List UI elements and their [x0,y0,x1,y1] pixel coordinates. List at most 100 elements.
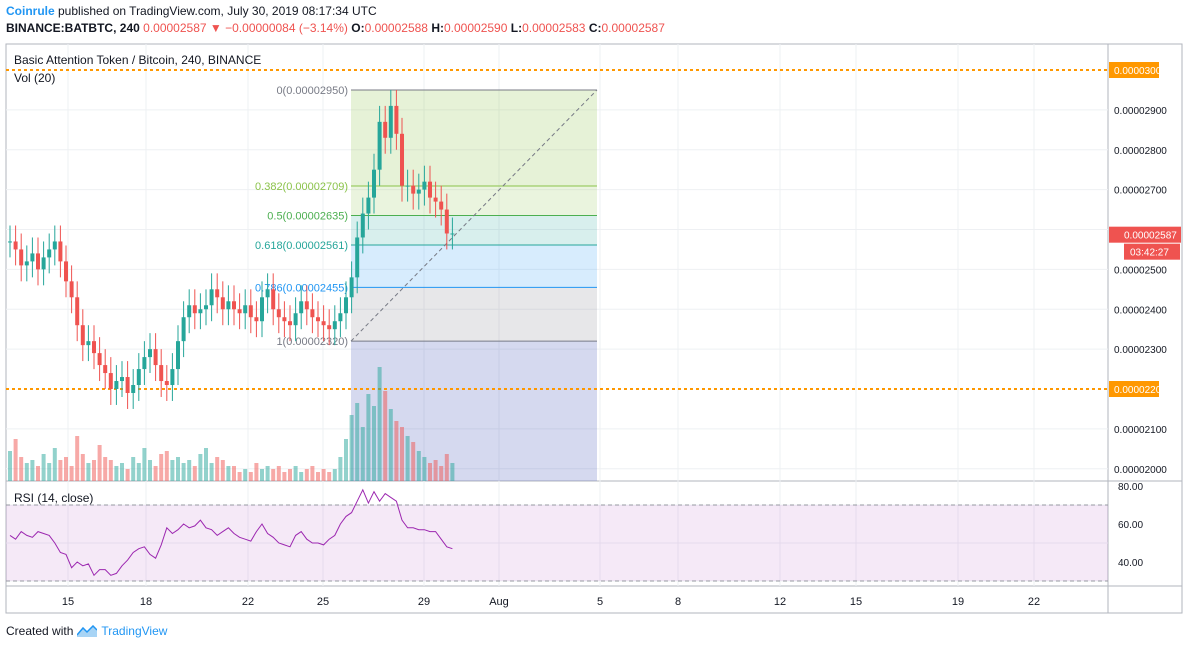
volume-bar [248,472,253,481]
volume-bar [220,460,225,481]
volume-bar [192,466,197,481]
candle-body [24,261,29,266]
author-link[interactable]: Coinrule [6,4,55,18]
rsi-tick-label: 80.00 [1118,482,1143,493]
candle-body [80,325,85,346]
candle-body [232,301,236,310]
fib-trend-line [350,89,598,342]
volume-bar [237,472,242,481]
volume-label: Vol (20) [14,71,55,85]
volume-bar [24,463,29,481]
volume-bar [92,460,96,481]
volume-bar [120,463,124,481]
volume-bar [394,421,399,481]
rsi-tick-label: 40.00 [1118,558,1143,569]
volume-bar [153,466,158,481]
candle-body [416,189,421,194]
candle-body [131,385,136,393]
footer: Created with TradingView [6,624,167,638]
candle-body [92,341,96,354]
time-tick-label: 12 [774,596,786,608]
current-price: 0.00002587 [143,21,207,35]
volume-bar [288,469,292,481]
candle-body [125,377,130,393]
time-tick-label: 19 [952,596,964,608]
candle-body [176,341,180,370]
volume-bar [226,466,231,481]
candle-body [86,341,91,346]
candle-body [148,349,152,358]
volume-bar [204,448,208,481]
candle-body [355,237,360,278]
candle-body [439,201,444,210]
fibonacci-retracement[interactable]: 0(0.00002950) 0.382(0.00002709) 0.5(0.0000… [255,85,598,481]
volume-bar [148,460,152,481]
time-tick-label: 29 [418,596,430,608]
time-tick-label: Aug [489,596,509,608]
time-tick-label: 22 [242,596,254,608]
candle-body [360,213,365,238]
fib-band [351,287,597,342]
price-tick-label: 0.00002400 [1114,305,1167,316]
volume-bar [86,463,91,481]
candle-body [136,369,141,386]
candle-body [108,373,113,389]
volume-bar [260,469,264,481]
time-tick-label: 22 [1028,596,1040,608]
candle-body [366,197,371,214]
chart-title: Basic Attention Token / Bitcoin, 240, BI… [14,53,261,67]
candle-body [142,357,147,370]
candle-body [394,105,399,134]
candle-body [344,297,348,314]
volume-bar [19,457,24,481]
candle-body [187,305,192,318]
candle-body [204,305,208,310]
candle-body [58,241,63,262]
price-tick-label: 0.00002700 [1114,186,1167,197]
volume-bars [8,367,455,481]
horizontal-lines[interactable]: 0.00003000 0.00002200 [6,62,1167,397]
candle-body [276,309,281,318]
volume-bar [125,469,130,481]
volume-bar [114,466,119,481]
volume-bar [271,469,276,481]
volume-bar [254,463,259,481]
volume-bar [41,454,46,481]
volume-bar [344,439,348,481]
horizontal-line-price-tag [1109,62,1159,78]
volume-bar [439,466,444,481]
price-tick-label: 0.00002800 [1114,146,1167,157]
candle-body [69,281,74,298]
price-chart[interactable]: 0(0.00002950) 0.382(0.00002709) 0.5(0.0000… [0,0,1188,615]
fib-level-label: 0.5(0.00002635) [267,211,348,223]
candle-body [265,289,270,298]
rsi-label: RSI (14, close) [14,491,93,505]
chart-frame [5,43,1183,614]
candle-body [433,197,438,202]
price-axis[interactable]: 0.00002900 0.00002800 0.00002700 0.00002500… [1109,106,1181,569]
countdown-tag [1124,243,1180,260]
volume-bar [327,472,332,481]
tradingview-logo-icon [77,625,98,637]
candle-body [411,185,416,194]
volume-bar [349,415,354,481]
time-axis[interactable]: 15 18 22 25 29 Aug 5 8 12 15 19 22 [62,596,1040,608]
candle-body [248,305,253,318]
price-tick-label: 0.00002100 [1114,425,1167,436]
candle-body [30,253,35,262]
candle-body [192,305,197,314]
horizontal-line-price-label: 0.00003000 [1114,66,1167,77]
candle-body [349,277,354,298]
volume-bar [170,460,175,481]
volume-bar [136,463,141,481]
candle-body [220,297,225,310]
rsi-line [9,488,453,577]
tradingview-link[interactable]: TradingView [101,624,168,638]
volume-bar [276,466,281,481]
volume-bar [265,466,270,481]
candle-body [13,241,18,250]
open-label: O: [351,21,365,35]
volume-bar [142,448,147,481]
candle-body [41,257,46,270]
volume-bar [310,466,315,481]
